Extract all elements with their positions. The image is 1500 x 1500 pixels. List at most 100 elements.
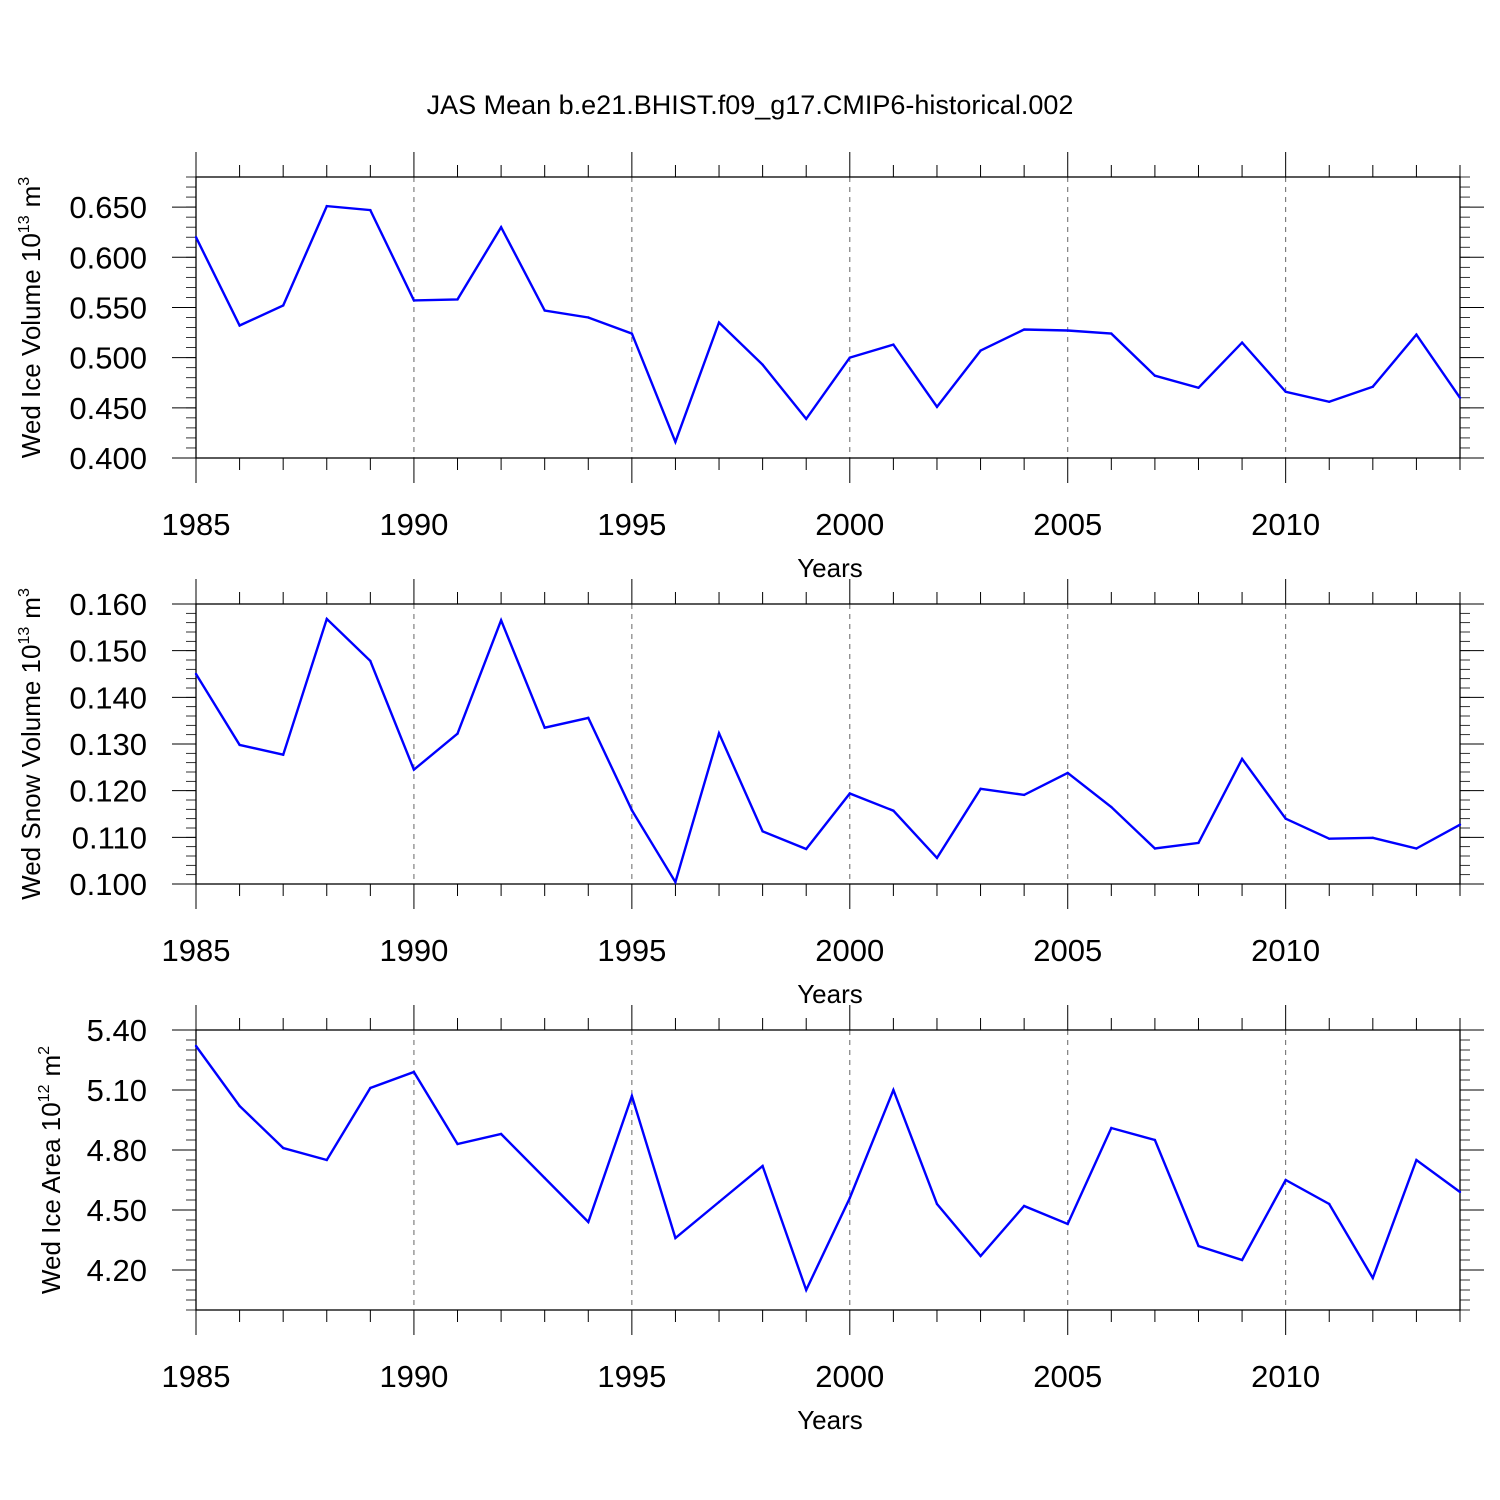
y-tick-label: 0.650	[69, 190, 147, 225]
x-tick-label: 1995	[597, 933, 666, 968]
data-point	[1110, 1126, 1113, 1130]
panel-1: 1985 1990 1995 2000 2005 2010 Years 0.400 0.450 0…	[16, 152, 1484, 583]
data-point	[281, 304, 285, 307]
data-point	[1066, 329, 1069, 332]
x-tick-label: 2005	[1033, 933, 1102, 968]
data-point	[761, 1164, 764, 1168]
data-point	[369, 659, 372, 663]
y-axis-title-unit: m	[16, 597, 46, 619]
y-tick-label: 0.550	[69, 290, 147, 325]
y-axis-title: Wed Ice Area 1012 m2	[36, 1046, 66, 1294]
data-point	[1415, 333, 1418, 336]
data-point	[717, 321, 721, 324]
data-point	[281, 753, 285, 756]
y-tick-label: 0.120	[69, 774, 147, 809]
data-point	[1240, 341, 1244, 344]
data-point	[848, 356, 851, 359]
y-axis-title: Wed Ice Volume 1013 m3	[16, 177, 46, 458]
panel-3: 1985 1990 1995 2000 2005 2010 Years 4.20 4.50 4.8…	[36, 1005, 1484, 1435]
data-point	[194, 236, 198, 239]
y-tick-label: 4.50	[87, 1193, 147, 1228]
y-tick-label: 0.150	[69, 634, 147, 669]
data-point	[1415, 847, 1418, 850]
y-axis-title-unit: m	[36, 1055, 66, 1077]
data-point	[543, 1176, 546, 1180]
data-point	[630, 1094, 634, 1098]
data-point	[1284, 1178, 1287, 1182]
data-point	[717, 732, 721, 735]
y-tick-label: 0.130	[69, 727, 147, 762]
data-point	[674, 880, 677, 884]
data-point	[412, 768, 416, 771]
y-axis-title-text: Wed Snow Volume 10	[16, 645, 46, 900]
data-point	[543, 726, 546, 729]
y-tick-label: 0.160	[69, 587, 147, 622]
data-point	[456, 1142, 459, 1146]
data-point	[1284, 817, 1287, 820]
data-point	[1153, 374, 1157, 377]
y-tick-label: 0.400	[69, 441, 147, 476]
data-point	[325, 204, 328, 208]
x-tick-label: 2000	[815, 933, 884, 968]
x-tick-label: 2005	[1033, 1359, 1102, 1394]
y-axis-title: Wed Snow Volume 1013 m3	[16, 588, 46, 900]
data-point	[456, 298, 459, 301]
data-point	[1458, 823, 1462, 826]
x-tick-label: 1985	[162, 933, 231, 968]
data-point	[499, 225, 503, 229]
data-point	[1153, 1138, 1157, 1142]
x-tick-label: 1985	[162, 1359, 231, 1394]
data-point	[630, 809, 634, 812]
data-point	[369, 1086, 372, 1090]
data-point	[1022, 1204, 1026, 1208]
plot-area-frame	[195, 1029, 1461, 1311]
data-point	[1458, 1190, 1462, 1194]
data-point	[1197, 1244, 1200, 1248]
x-axis-title: Years	[797, 553, 863, 583]
data-point	[805, 417, 808, 421]
data-point	[935, 1202, 939, 1206]
data-point	[805, 1288, 808, 1292]
data-point	[1284, 390, 1287, 393]
y-axis-title-unit: m	[16, 186, 46, 208]
y-tick-label: 0.110	[72, 820, 147, 855]
panel-2: 1985 1990 1995 2000 2005 2010 Years 0.100 0.110 0…	[16, 579, 1484, 1009]
data-point	[587, 716, 590, 720]
data-point	[805, 847, 808, 851]
data-point	[1371, 836, 1375, 839]
data-point	[412, 299, 416, 302]
x-tick-label: 2010	[1251, 1359, 1320, 1394]
data-point	[1328, 1202, 1331, 1206]
data-point	[717, 1200, 721, 1204]
data-point	[848, 1196, 851, 1200]
x-axis-title: Years	[797, 1405, 863, 1435]
data-point	[1110, 805, 1113, 809]
data-point	[1110, 332, 1113, 335]
y-axis-title-exponent: 12	[36, 1084, 53, 1102]
data-point	[369, 208, 372, 212]
data-point	[1371, 1276, 1375, 1280]
data-point	[1022, 328, 1026, 331]
data-point	[935, 405, 939, 409]
plot-area-frame	[195, 603, 1461, 885]
y-axis-title-exponent: 13	[16, 215, 33, 233]
data-point	[630, 332, 634, 335]
x-axis-title: Years	[797, 979, 863, 1009]
y-tick-label: 4.20	[87, 1253, 147, 1288]
y-axis-title-unit-exponent: 2	[36, 1046, 53, 1055]
y-axis-title-text: Wed Ice Volume 10	[16, 233, 46, 458]
data-point	[935, 856, 939, 860]
data-point	[499, 619, 503, 622]
data-point	[1153, 847, 1157, 850]
data-point	[979, 787, 982, 790]
data-point	[1328, 837, 1331, 840]
x-tick-label: 2000	[815, 507, 884, 542]
series-line	[194, 616, 1461, 886]
x-tick-label: 1995	[597, 507, 666, 542]
data-point	[1066, 771, 1069, 775]
data-point	[543, 309, 546, 312]
x-tick-label: 1990	[379, 507, 448, 542]
data-point	[587, 1220, 590, 1224]
data-point	[1371, 385, 1375, 388]
